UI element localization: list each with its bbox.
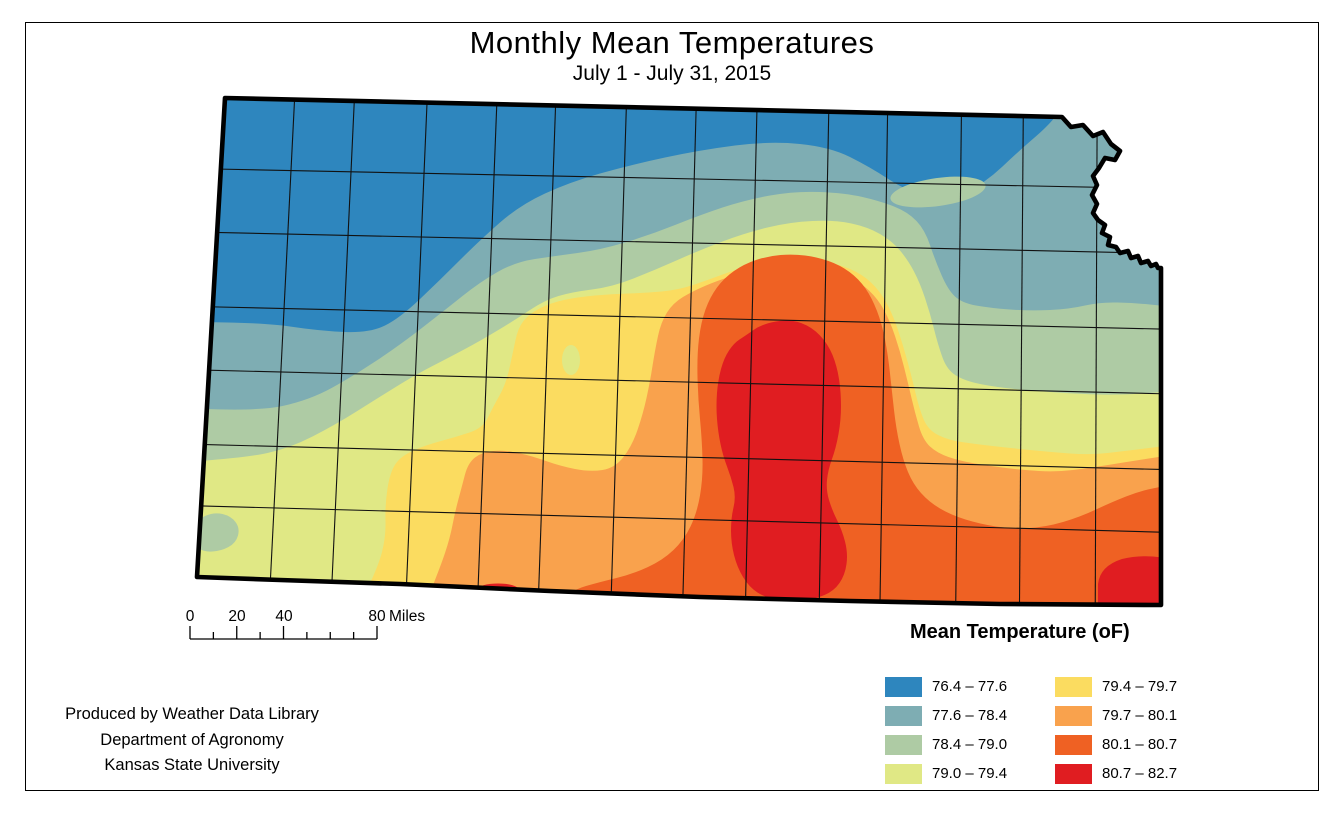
scale-bar-ticks xyxy=(189,626,378,640)
county-boundaries xyxy=(197,98,1161,605)
scale-label-80: 80 xyxy=(368,608,386,625)
state-outline xyxy=(194,95,1164,608)
legend-swatch xyxy=(885,676,922,697)
legend-swatch xyxy=(1055,676,1092,697)
credits: Produced by Weather Data Library Departm… xyxy=(30,702,354,779)
legend-range-label: 79.0 – 79.4 xyxy=(932,765,1008,782)
map-title: Monthly Mean Temperatures xyxy=(469,25,875,60)
map-subtitle: July 1 - July 31, 2015 xyxy=(572,62,772,85)
legend-range-label: 78.4 – 79.0 xyxy=(932,736,1008,753)
legend-item: 79.4 – 79.7 xyxy=(1055,672,1225,701)
temperature-bands xyxy=(197,98,1161,605)
credits-line: Kansas State University xyxy=(104,756,280,774)
temp-band-80.1-80.7 xyxy=(520,254,1161,605)
legend-item: 78.4 – 79.0 xyxy=(885,730,1055,759)
legend-swatch xyxy=(885,734,922,755)
page-frame xyxy=(25,22,1319,791)
legend-swatch xyxy=(1055,734,1092,755)
legend-range-label: 80.7 – 82.7 xyxy=(1102,765,1178,782)
legend-range-label: 80.1 – 80.7 xyxy=(1102,736,1178,753)
legend-range-label: 79.7 – 80.1 xyxy=(1102,707,1178,724)
legend-item: 79.0 – 79.4 xyxy=(885,759,1055,788)
legend-title: Mean Temperature (oF) xyxy=(910,621,1130,643)
legend-item: 80.1 – 80.7 xyxy=(1055,730,1225,759)
legend-swatch xyxy=(1055,705,1092,726)
scale-label-40: 40 xyxy=(275,608,293,625)
credits-line: Department of Agronomy xyxy=(100,730,284,749)
scale-bar: 0 20 40 80 Miles xyxy=(186,608,425,640)
legend-range-label: 77.6 – 78.4 xyxy=(932,707,1008,724)
legend-swatch xyxy=(885,705,922,726)
temp-band-80.7-82.7-southeast xyxy=(1098,556,1161,605)
legend-swatch xyxy=(885,763,922,784)
scale-label-0: 0 xyxy=(186,608,195,625)
green-island-southwest xyxy=(197,513,239,552)
scale-unit-label: Miles xyxy=(389,608,425,625)
scale-label-20: 20 xyxy=(228,608,246,625)
legend-swatch xyxy=(1055,763,1092,784)
legend-item: 79.7 – 80.1 xyxy=(1055,701,1225,730)
legend-range-label: 76.4 – 77.6 xyxy=(932,678,1008,695)
legend-item: 77.6 – 78.4 xyxy=(885,701,1055,730)
temp-band-80.7-82.7-core xyxy=(716,320,847,602)
legend-item: 76.4 – 77.6 xyxy=(885,672,1055,701)
credits-line: Produced by Weather Data Library xyxy=(65,705,319,723)
legend: Mean Temperature (oF) 76.4 – 77.6 77.6 –… xyxy=(885,620,1225,788)
yellowgreen-island-center xyxy=(562,345,580,375)
legend-grid: 76.4 – 77.6 77.6 – 78.4 78.4 – 79.0 79.0… xyxy=(885,672,1225,788)
legend-item: 80.7 – 82.7 xyxy=(1055,759,1225,788)
legend-range-label: 79.4 – 79.7 xyxy=(1102,678,1178,695)
